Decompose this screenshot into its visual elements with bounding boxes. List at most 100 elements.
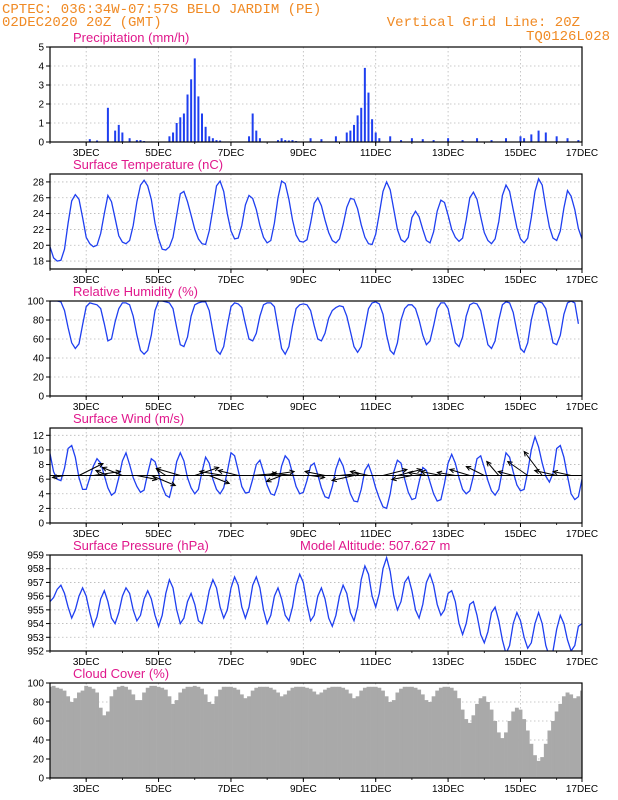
y-tick-label: 40 (33, 736, 45, 747)
wind-arrowhead (497, 470, 504, 476)
x-tick-label: 17DEC (566, 402, 598, 413)
y-tick-label: 958 (27, 564, 44, 575)
x-tick-label: 11DEC (360, 402, 392, 413)
y-tick-label: 0 (38, 519, 44, 530)
x-tick-label: 5DEC (145, 657, 172, 668)
cloud-bar (315, 694, 320, 778)
cloud-bar (373, 686, 378, 778)
x-tick-label: 15DEC (504, 275, 536, 286)
cloud-bar (80, 690, 85, 778)
cloud-bar (58, 688, 63, 778)
x-tick-label: 13DEC (432, 275, 464, 286)
y-tick-label: 2 (38, 100, 44, 111)
cloud-bar (131, 694, 136, 778)
wind-arrowhead (151, 476, 158, 482)
wind-arrowhead (552, 469, 559, 475)
cloud-bar (453, 690, 458, 778)
x-tick-label: 5DEC (145, 784, 172, 795)
y-tick-label: 1 (38, 119, 44, 130)
precip-bar (291, 140, 294, 142)
cloud-bar (540, 757, 545, 778)
wind-vector (339, 473, 360, 476)
cloud-bar (196, 686, 201, 778)
panel-frame (49, 682, 583, 779)
x-tick-label: 3DEC (73, 275, 100, 286)
x-tick-label: 5DEC (145, 402, 172, 413)
x-tick-label: 9DEC (290, 784, 317, 795)
y-tick-label: 957 (27, 578, 44, 589)
cloud-bar (62, 690, 67, 778)
cloud-bar (50, 686, 52, 778)
cloud-bar (178, 692, 183, 778)
cloud-bar (261, 686, 266, 778)
cloud-bar (471, 715, 476, 778)
cloud-bar (457, 698, 461, 778)
wind-vector (408, 472, 427, 476)
x-tick-label: 13DEC (432, 402, 464, 413)
wind-vector (209, 475, 230, 484)
wind-arrowhead (319, 474, 326, 480)
wind-arrowhead (170, 481, 177, 487)
cloud-bar (547, 730, 552, 778)
cloud-bar (272, 689, 277, 778)
precip-bar (345, 132, 348, 142)
precip-bar (193, 58, 196, 142)
x-tick-label: 9DEC (290, 275, 317, 286)
x-tick-label: 7DEC (218, 402, 245, 413)
cloud-bar (522, 719, 527, 778)
wind-vector (272, 473, 297, 476)
cloud-bar (210, 703, 215, 778)
x-tick-label: 17DEC (566, 529, 598, 540)
precip-bar (367, 92, 370, 142)
y-tick-label: 2 (38, 504, 44, 515)
cloud-bar (496, 732, 501, 778)
wind-vector (553, 471, 572, 476)
cloud-bar (431, 696, 436, 778)
precip-bar (577, 140, 580, 142)
precip-bar (208, 136, 211, 142)
header-run-time: 02DEC2020 20Z (GMT) (2, 15, 162, 31)
cloud-bar (543, 743, 548, 778)
cloud-bar (268, 687, 273, 778)
wind-vector (449, 469, 470, 476)
x-tick-label: 7DEC (218, 657, 245, 668)
wind-vector (52, 475, 65, 478)
x-tick-label: 17DEC (566, 784, 598, 795)
cloud-bar (551, 721, 555, 778)
precip-bar (121, 132, 124, 142)
precip-bar (320, 139, 323, 142)
x-tick-label: 7DEC (218, 784, 245, 795)
wind-arrowhead (419, 469, 426, 475)
cloud-bar (572, 698, 577, 778)
cloud-bar (493, 721, 498, 778)
precip-bar (172, 132, 175, 142)
panel-frame (49, 300, 583, 397)
cloud-bar (529, 743, 534, 778)
wind-vector (194, 467, 219, 476)
y-tick-label: 10 (33, 445, 45, 456)
precip-bar (88, 139, 91, 142)
precip-bar (555, 136, 558, 142)
y-tick-label: 0 (38, 392, 44, 403)
cloud-bar (181, 688, 186, 778)
wind-arrowhead (265, 477, 272, 483)
wind-arrowhead (330, 476, 337, 483)
cloud-bar (446, 686, 451, 778)
precip-bar (490, 140, 493, 142)
y-tick-label: 12 (33, 431, 45, 442)
header-grid-note: Vertical Grid Line: 20Z (387, 15, 580, 31)
cloud-bar (301, 686, 306, 778)
precip-bar (537, 130, 540, 142)
precip-bar (168, 136, 171, 142)
panel-3: Relative Humidity (%) 0 20 40 60 80 100 3DEC 5DE… (27, 284, 598, 413)
y-tick-label: 5 (38, 43, 44, 54)
cloud-bar (475, 703, 479, 778)
wind-arrowhead (523, 450, 529, 457)
cloud-bar (254, 687, 259, 778)
cloud-bar (203, 694, 208, 778)
cloud-bar (66, 696, 71, 778)
cloud-bar (362, 687, 367, 778)
wind-vector (136, 475, 157, 480)
y-tick-label: 18 (33, 257, 45, 268)
x-tick-label: 17DEC (566, 657, 598, 668)
